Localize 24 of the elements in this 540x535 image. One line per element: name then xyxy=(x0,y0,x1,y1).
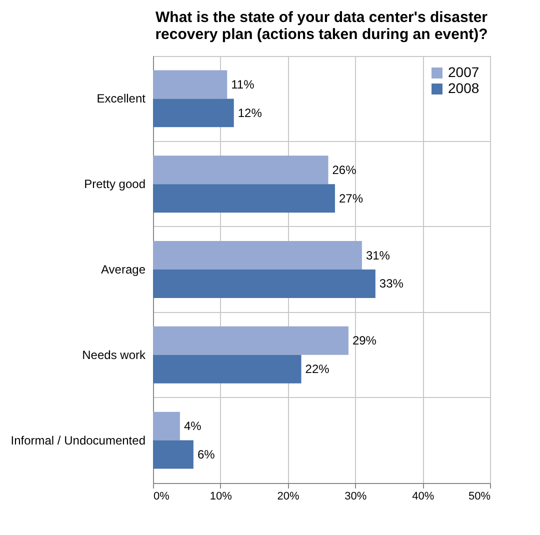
x-tick-label: 0% xyxy=(154,490,170,502)
data-label: 27% xyxy=(338,191,364,206)
data-label: 22% xyxy=(305,362,330,376)
data-label: 29% xyxy=(352,334,377,348)
data-label: 12% xyxy=(238,106,262,120)
data-label: 4% xyxy=(184,419,202,434)
data-label: 6% xyxy=(197,448,216,462)
x-tick-label: 40% xyxy=(412,490,434,502)
y-tick-label: Needs work xyxy=(82,348,146,362)
x-tick-label: 30% xyxy=(344,490,367,502)
data-label: 26% xyxy=(332,162,357,177)
data-label: 11% xyxy=(231,77,255,92)
legend-label: 2007 xyxy=(448,64,480,80)
legend-label: 2008 xyxy=(448,80,480,96)
data-label: 31% xyxy=(366,248,390,262)
x-tick-label: 10% xyxy=(210,490,232,502)
x-tick-label: 20% xyxy=(277,490,300,502)
data-label: 33% xyxy=(379,276,404,291)
y-tick-label: Informal / Undocumented xyxy=(10,433,146,448)
x-tick-label: 50% xyxy=(468,490,491,502)
y-tick-label: Excellent xyxy=(96,92,146,106)
chart-title: What is the state of your data center's disaster recovery plan (actions taken during an event)? xyxy=(155,9,488,43)
y-tick-label: Average xyxy=(101,262,146,276)
y-tick-label: Pretty good xyxy=(84,177,146,192)
